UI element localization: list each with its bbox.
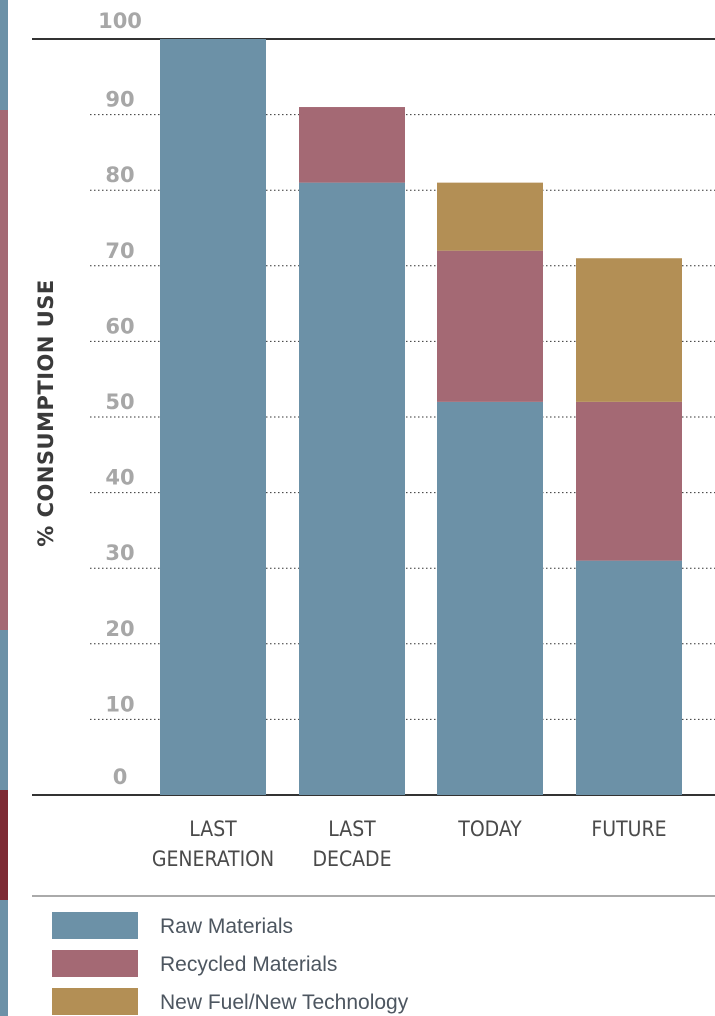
x-category-labels: LAST GENERATION LAST DECADE TODAY FUTURE — [152, 817, 667, 871]
legend-swatch — [52, 912, 138, 939]
x-category-label: LAST — [328, 817, 376, 841]
y-tick-label: 50 — [105, 390, 134, 414]
y-tick-label: 0 — [113, 765, 128, 789]
y-tick-labels: 0 10 20 30 40 50 60 70 80 90 100 — [98, 9, 142, 789]
bar-segment — [299, 182, 405, 795]
x-category-label: LAST — [189, 817, 237, 841]
legend-label: Raw Materials — [160, 915, 293, 938]
y-tick-label: 90 — [105, 88, 134, 112]
bar-segment — [576, 560, 682, 795]
y-tick-label: 100 — [98, 9, 142, 33]
x-category-label: TODAY — [457, 817, 522, 841]
bar-segment — [437, 401, 543, 795]
bar-segment — [437, 250, 543, 402]
y-axis-label: % CONSUMPTION USE — [34, 279, 58, 547]
bar-segment — [160, 39, 266, 795]
x-category-label: DECADE — [312, 847, 391, 871]
bar-segment — [437, 182, 543, 251]
y-tick-label: 10 — [105, 692, 134, 716]
decorative-edge-strip — [0, 0, 8, 1016]
legend-swatch — [52, 950, 138, 977]
bars — [160, 39, 682, 795]
bar-segment — [299, 107, 405, 183]
legend-label: Recycled Materials — [160, 953, 337, 976]
bar-segment — [576, 401, 682, 561]
y-tick-label: 20 — [105, 617, 134, 641]
legend: Raw Materials Recycled Materials New Fuel/… — [52, 912, 409, 1015]
legend-swatch — [52, 988, 138, 1015]
y-tick-label: 60 — [105, 314, 134, 338]
bar-segment — [576, 258, 682, 402]
y-tick-label: 70 — [105, 239, 134, 263]
y-tick-label: 80 — [105, 163, 134, 187]
x-category-label: GENERATION — [152, 847, 274, 871]
y-tick-label: 30 — [105, 541, 134, 565]
legend-label: New Fuel/New Technology — [160, 991, 409, 1014]
y-tick-label: 40 — [105, 466, 134, 490]
x-category-label: FUTURE — [591, 817, 666, 841]
